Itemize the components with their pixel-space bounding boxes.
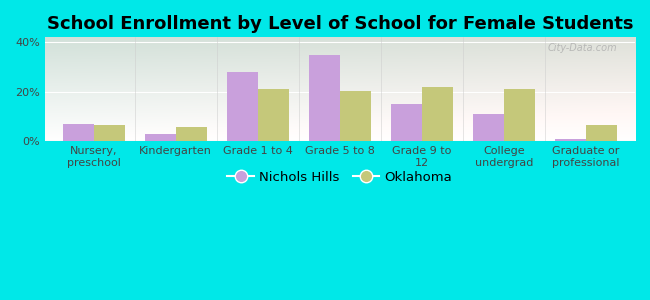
Title: School Enrollment by Level of School for Female Students: School Enrollment by Level of School for…: [47, 15, 633, 33]
Text: City-Data.com: City-Data.com: [548, 43, 617, 52]
Bar: [227, 72, 258, 142]
Legend: Nichols Hills, Oklahoma: Nichols Hills, Oklahoma: [222, 166, 458, 189]
Bar: [504, 89, 535, 142]
Bar: [473, 114, 504, 142]
Bar: [258, 89, 289, 142]
Bar: [62, 124, 94, 142]
Bar: [391, 104, 422, 142]
Bar: [145, 134, 176, 142]
Bar: [554, 139, 586, 142]
Bar: [586, 125, 617, 142]
Bar: [340, 91, 371, 142]
Bar: [94, 125, 125, 142]
Bar: [309, 55, 340, 142]
Bar: [422, 87, 453, 142]
Bar: [176, 127, 207, 142]
